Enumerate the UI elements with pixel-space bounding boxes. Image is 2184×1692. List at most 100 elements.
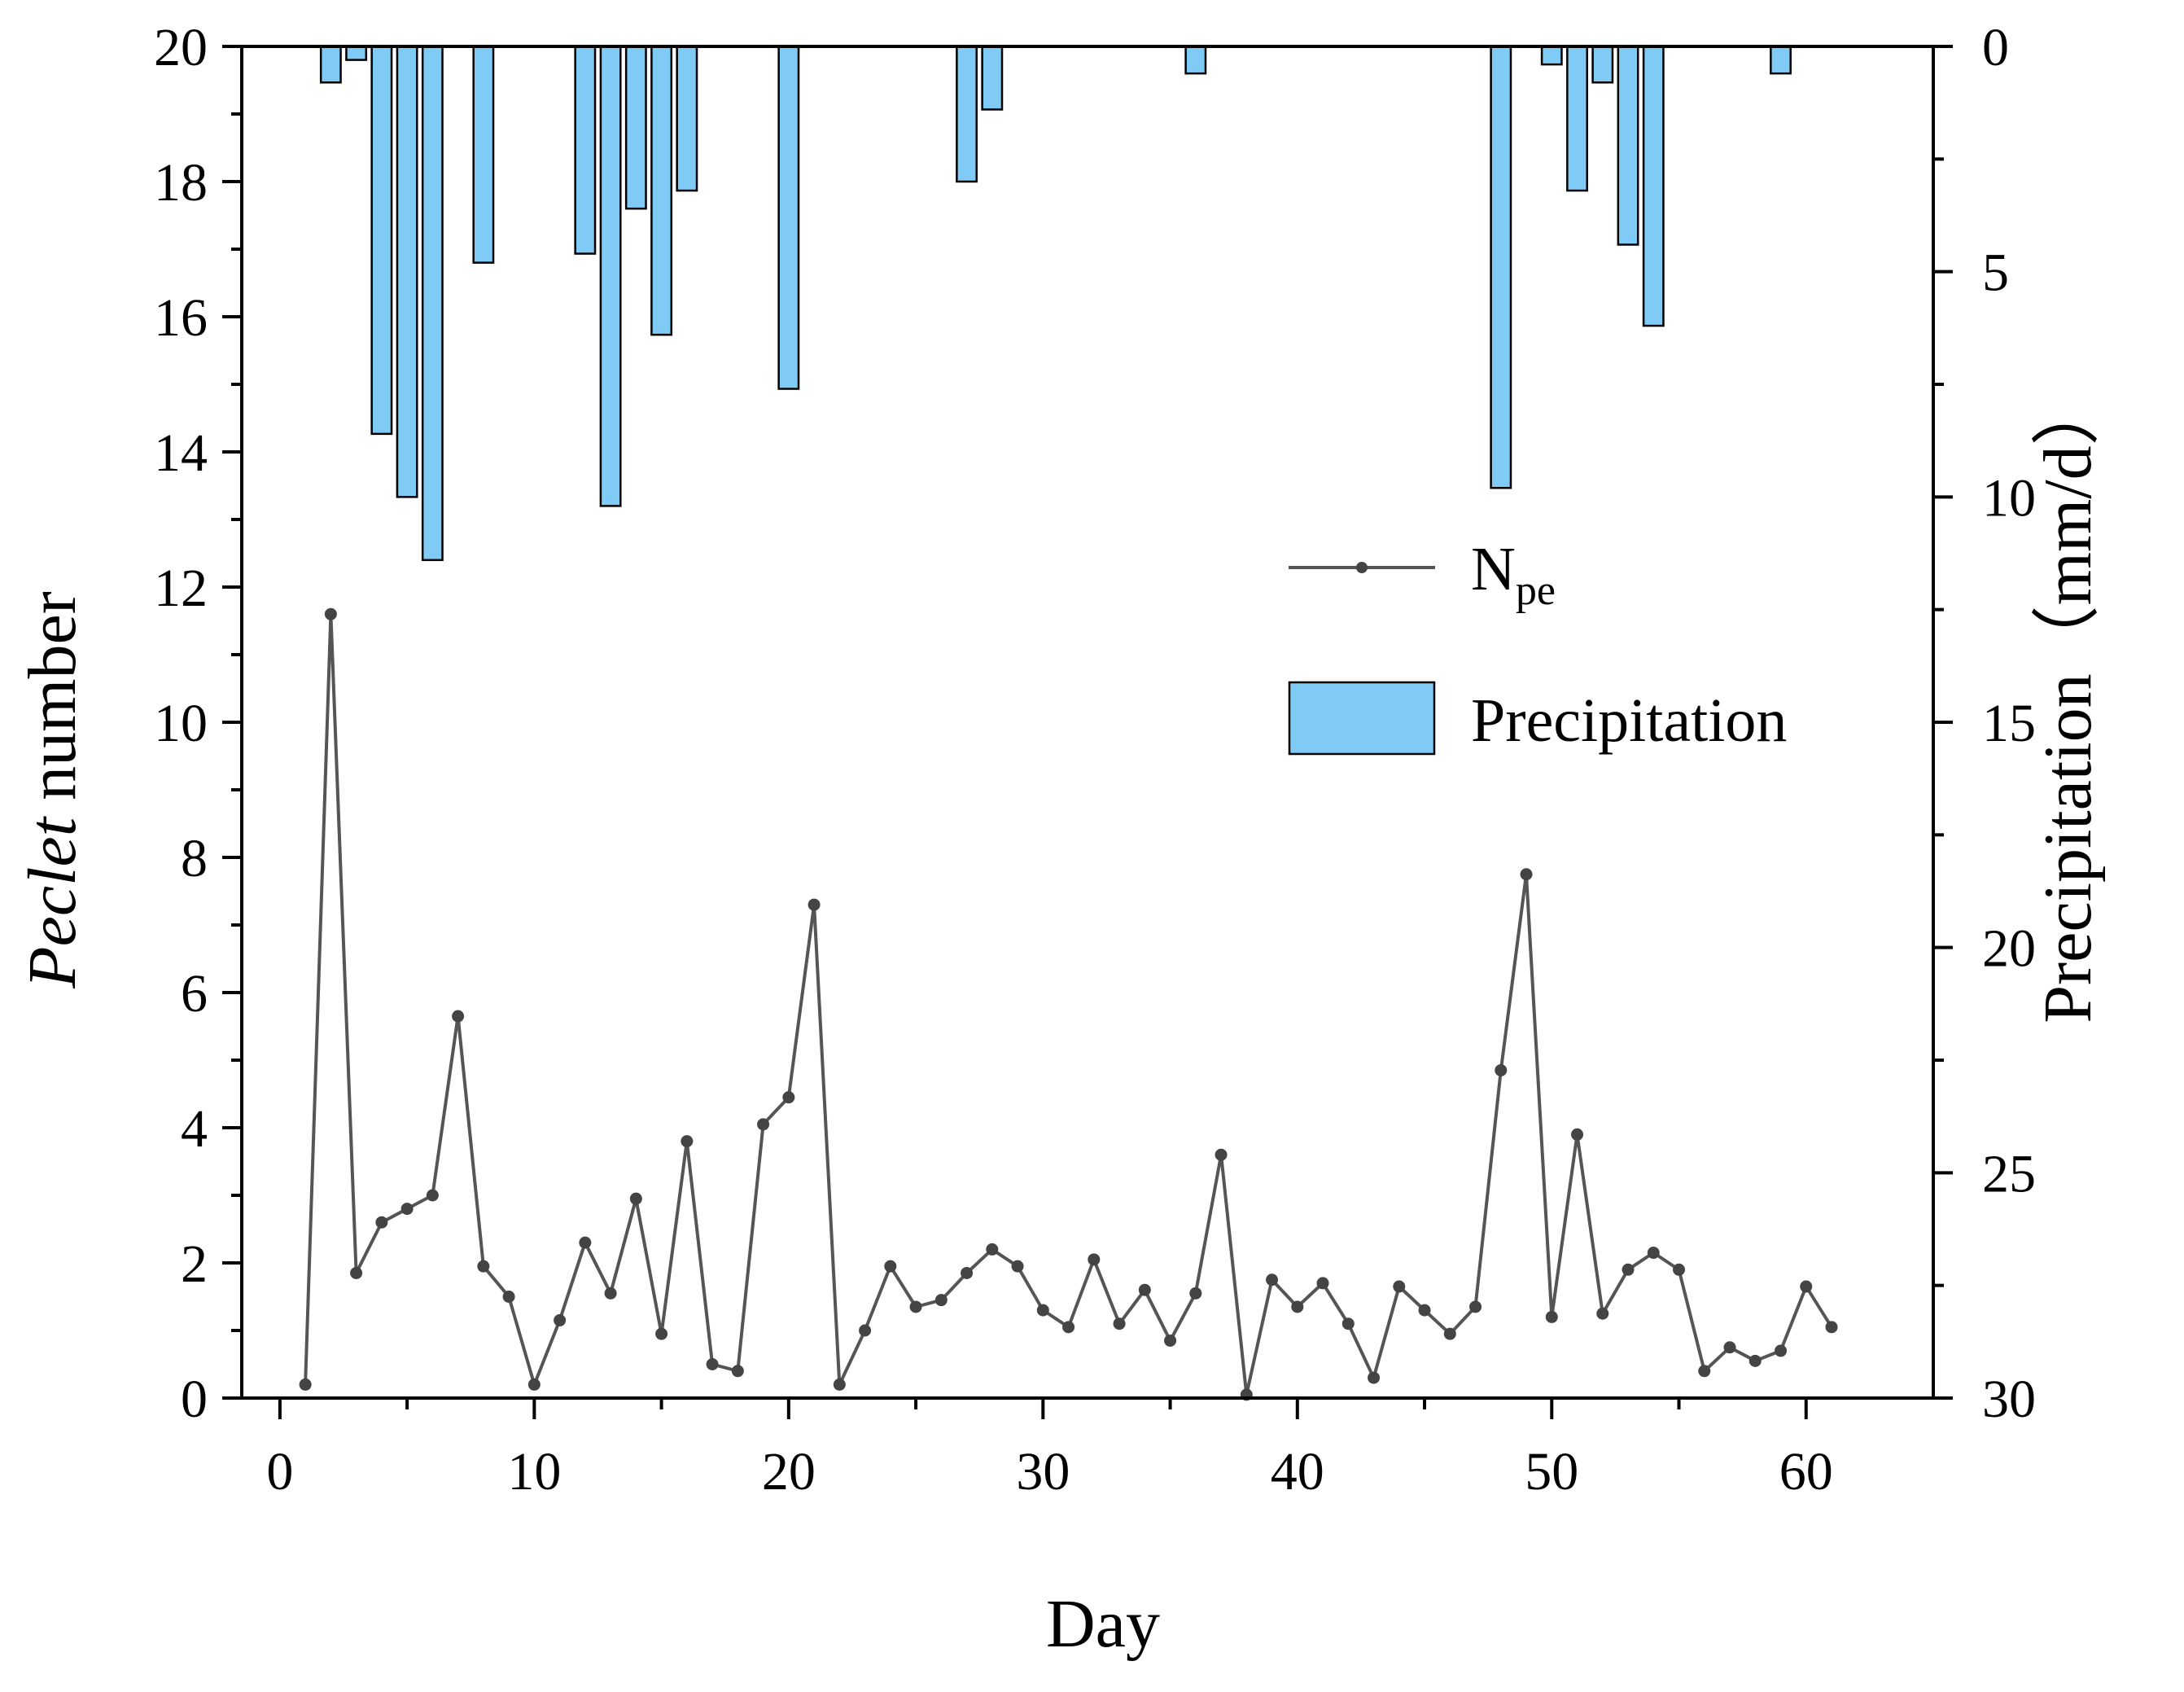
precipitation-bar: [396, 45, 418, 498]
npe-point: [299, 1378, 312, 1391]
npe-point: [375, 1216, 388, 1229]
x-tick-label: 50: [1525, 1442, 1578, 1501]
npe-point: [1368, 1371, 1381, 1384]
npe-point: [1571, 1128, 1584, 1141]
legend-bar-swatch: [1288, 681, 1436, 756]
npe-point: [1291, 1300, 1304, 1313]
x-tick-label: 0: [266, 1442, 293, 1501]
npe-point: [655, 1327, 668, 1340]
npe-point: [1164, 1334, 1177, 1347]
y-right-tick-label: 0: [1982, 18, 2009, 77]
precipitation-bar: [472, 45, 495, 264]
npe-point: [961, 1266, 974, 1279]
y-left-tick-label: 10: [154, 694, 208, 753]
precipitation-bar: [1566, 45, 1588, 192]
y-left-tick-label: 6: [181, 964, 208, 1024]
npe-point: [1443, 1327, 1456, 1340]
npe-point: [1469, 1300, 1482, 1313]
x-axis-title: Day: [1046, 1586, 1160, 1662]
npe-point: [400, 1203, 414, 1216]
y-axis-left-title-italic: Peclet: [15, 815, 90, 988]
npe-point: [1341, 1317, 1355, 1330]
npe-point: [1545, 1310, 1558, 1323]
npe-point: [579, 1236, 592, 1249]
npe-point: [1418, 1304, 1431, 1317]
npe-point: [604, 1287, 617, 1300]
npe-point: [909, 1300, 922, 1313]
y-left-tick-label: 14: [154, 423, 208, 483]
npe-point: [1749, 1354, 1762, 1367]
precipitation-bar: [345, 45, 368, 61]
precipitation-bar: [1184, 45, 1207, 75]
npe-point: [1011, 1260, 1024, 1273]
npe-point: [681, 1135, 694, 1148]
legend-npe-label: Npe: [1471, 535, 1556, 614]
npe-point: [1800, 1280, 1813, 1293]
legend-npe-sub: pe: [1516, 568, 1556, 614]
precipitation-bar: [599, 45, 622, 507]
precipitation-bar: [1770, 45, 1792, 75]
npe-point: [554, 1314, 567, 1327]
legend-npe-main: N: [1471, 535, 1516, 603]
x-tick-label: 20: [762, 1442, 816, 1501]
npe-point: [986, 1243, 999, 1256]
y-left-tick-label: 12: [154, 559, 208, 618]
y-right-tick-label: 30: [1982, 1370, 2036, 1429]
y-right-tick-label: 20: [1982, 919, 2036, 979]
x-tick-label: 60: [1779, 1442, 1833, 1501]
legend: Npe Precipitation: [1288, 535, 1787, 756]
npe-point: [1520, 868, 1533, 881]
y-right-tick-label: 5: [1982, 243, 2009, 303]
npe-point: [452, 1010, 465, 1023]
npe-point: [527, 1378, 541, 1391]
precipitation-bar: [624, 45, 647, 210]
precipitation-bar: [1591, 45, 1614, 84]
precipitation-bar: [1540, 45, 1563, 66]
npe-point: [884, 1260, 897, 1273]
npe-point: [706, 1358, 719, 1370]
npe-point: [757, 1118, 770, 1131]
npe-point: [1138, 1283, 1151, 1296]
npe-point: [1266, 1273, 1279, 1287]
npe-point: [1495, 1063, 1508, 1076]
npe-point: [1622, 1263, 1635, 1276]
npe-point: [1316, 1277, 1329, 1290]
y-left-tick-label: 2: [181, 1234, 208, 1294]
y-right-tick-label: 15: [1982, 694, 2036, 753]
precipitation-bar: [676, 45, 698, 192]
y-right-tick-label: 10: [1982, 468, 2036, 528]
npe-point: [859, 1324, 872, 1337]
npe-point: [833, 1378, 846, 1391]
y-left-tick-label: 18: [154, 153, 208, 213]
npe-point: [731, 1365, 744, 1378]
x-tick-label: 40: [1271, 1442, 1324, 1501]
npe-point: [1698, 1365, 1711, 1378]
y-axis-right-title: Precipitation（mm/d）: [2030, 377, 2106, 1023]
npe-point: [350, 1266, 363, 1279]
legend-line-marker: [1356, 562, 1368, 573]
npe-point: [782, 1091, 795, 1104]
precipitation-bar: [650, 45, 673, 336]
precipitation-bar: [1490, 45, 1512, 489]
legend-precipitation-label: Precipitation: [1471, 686, 1787, 755]
y-left-tick-label: 16: [154, 288, 208, 348]
npe-point: [1775, 1344, 1788, 1357]
y-left-tick-label: 20: [154, 18, 208, 77]
npe-point: [426, 1189, 439, 1202]
precipitation-bar: [956, 45, 978, 183]
npe-point: [934, 1294, 948, 1307]
y-left-tick-label: 0: [181, 1370, 208, 1429]
npe-point: [808, 898, 821, 911]
npe-point: [1723, 1341, 1736, 1354]
npe-point: [1673, 1263, 1686, 1276]
npe-point: [1189, 1287, 1202, 1300]
npe-point: [1113, 1317, 1126, 1330]
precipitation-bar: [370, 45, 393, 436]
npe-point: [1825, 1321, 1838, 1334]
x-tick-label: 30: [1016, 1442, 1070, 1501]
npe-point: [1036, 1304, 1049, 1317]
y-axis-left-title-rest: number: [15, 591, 90, 818]
npe-point: [1393, 1280, 1406, 1293]
precipitation-bar: [421, 45, 444, 562]
